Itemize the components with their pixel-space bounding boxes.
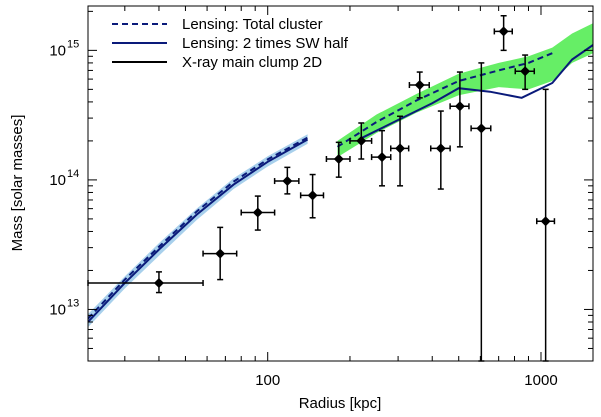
lensing-sw-outer-line: [360, 44, 593, 140]
data-point-marker: [540, 216, 551, 227]
xray-data-points: [87, 14, 556, 362]
data-point-marker: [252, 207, 263, 218]
outer-band: [337, 23, 593, 158]
data-point-marker: [498, 26, 509, 37]
axis-ticks: [88, 6, 593, 362]
data-point-marker: [153, 278, 164, 289]
data-point-marker: [395, 143, 406, 154]
data-point-marker: [333, 153, 344, 164]
data-point-marker: [282, 176, 293, 187]
y-axis-label: Mass [solar masses]: [9, 115, 26, 252]
x-axis-label: Radius [kpc]: [299, 395, 382, 412]
x-tick-label: 100: [255, 372, 280, 389]
confidence-bands: [88, 23, 593, 328]
lensing-total-inner-line: [88, 136, 309, 320]
data-point-marker: [476, 123, 487, 134]
x-tick-label: 1000: [524, 372, 557, 389]
legend-label-lensing-total: Lensing: Total cluster: [182, 16, 323, 33]
plot-frame: [87, 5, 594, 362]
y-tick-exponent: 13: [67, 297, 79, 309]
legend: Lensing: Total cluster Lensing: 2 times …: [112, 16, 349, 71]
y-tick-exponent: 15: [67, 38, 79, 50]
inner-band: [88, 134, 308, 328]
lensing-sw-inner-line: [88, 138, 309, 323]
y-tick-label: 10: [49, 172, 66, 189]
data-point-marker: [307, 190, 318, 201]
legend-label-xray: X-ray main clump 2D: [182, 54, 322, 71]
data-point-marker: [435, 143, 446, 154]
data-point-marker: [414, 80, 425, 91]
data-point-marker: [454, 101, 465, 112]
data-point-marker: [356, 135, 367, 146]
y-tick-label: 10: [49, 42, 66, 59]
data-point-marker: [377, 152, 388, 163]
legend-label-lensing-sw: Lensing: 2 times SW half: [182, 35, 349, 52]
data-point-marker: [520, 66, 531, 77]
data-point-marker: [215, 248, 226, 259]
lensing-total-outer-line: [336, 52, 553, 148]
y-tick-label: 10: [49, 301, 66, 318]
y-tick-exponent: 14: [67, 168, 79, 180]
